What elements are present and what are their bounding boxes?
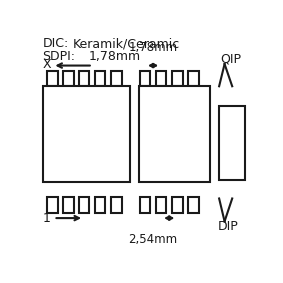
Bar xyxy=(63,71,74,86)
Bar xyxy=(95,198,105,213)
Bar xyxy=(95,71,105,86)
Bar xyxy=(79,198,89,213)
Bar xyxy=(47,198,58,213)
Bar xyxy=(140,71,150,86)
Bar xyxy=(43,86,130,182)
Bar xyxy=(138,86,210,182)
Bar xyxy=(140,198,150,213)
Text: Keramik/Ceramic: Keramik/Ceramic xyxy=(73,37,180,50)
Text: X: X xyxy=(43,57,51,70)
Bar xyxy=(156,71,166,86)
Bar xyxy=(188,198,199,213)
Bar xyxy=(156,198,166,213)
Bar xyxy=(79,71,89,86)
Text: DIP: DIP xyxy=(218,220,239,233)
Text: 1: 1 xyxy=(43,212,50,225)
Bar xyxy=(47,71,58,86)
Text: SDPI:: SDPI: xyxy=(43,50,76,63)
Bar xyxy=(188,71,199,86)
Bar xyxy=(63,198,74,213)
Text: 1,78mm: 1,78mm xyxy=(88,50,140,63)
Text: 2,54mm: 2,54mm xyxy=(128,233,178,246)
Bar xyxy=(111,71,121,86)
Text: 1,78mm: 1,78mm xyxy=(128,40,178,53)
Bar xyxy=(111,198,121,213)
Text: DIC:: DIC: xyxy=(43,37,69,50)
Bar xyxy=(219,106,245,180)
Text: QIP: QIP xyxy=(220,53,241,66)
Bar xyxy=(172,198,183,213)
Bar xyxy=(172,71,183,86)
